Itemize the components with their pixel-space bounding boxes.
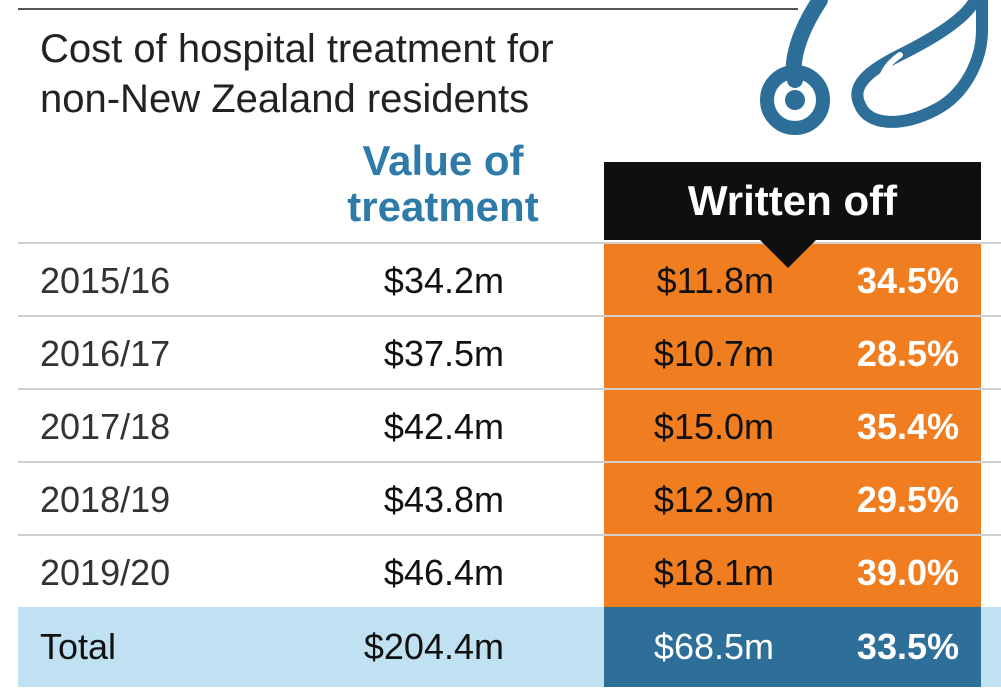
- chart-title: Cost of hospital treatment for non-New Ze…: [40, 27, 554, 121]
- percent-cell: 34.5%: [856, 260, 959, 301]
- table-row: 2019/20 $46.4m $18.1m 39.0%: [18, 534, 1001, 609]
- year-cell: 2015/16: [40, 260, 171, 301]
- year-cell: 2019/20: [40, 552, 171, 593]
- table-row: 2015/16 $34.2m $11.8m 34.5%: [18, 242, 1001, 317]
- written-off-cell: $10.7m: [653, 333, 774, 374]
- total-row: Total $204.4m $68.5m 33.5%: [18, 607, 1001, 687]
- year-cell: 2017/18: [40, 406, 171, 447]
- written-off-cell-bg: [604, 317, 981, 390]
- year-cell: 2018/19: [40, 479, 171, 520]
- written-off-cell: $18.1m: [653, 552, 774, 593]
- written-off-cell: $11.8m: [656, 260, 774, 301]
- written-off-pointer: [758, 238, 818, 268]
- total-written-off-cell: $68.5m: [653, 626, 774, 667]
- value-cell: $37.5m: [383, 333, 504, 374]
- written-off-cell-bg: [604, 536, 981, 609]
- written-off-cell: $12.9m: [653, 479, 774, 520]
- value-cell: $42.4m: [383, 406, 504, 447]
- written-off-cell-bg: [604, 390, 981, 463]
- percent-cell: 35.4%: [856, 406, 959, 447]
- percent-cell: 29.5%: [856, 479, 959, 520]
- value-cell: $46.4m: [383, 552, 504, 593]
- total-written-off-cell-bg: [604, 607, 981, 687]
- written-off-cell: $15.0m: [653, 406, 774, 447]
- written-off-cell-bg: [604, 463, 981, 536]
- year-cell: 2016/17: [40, 333, 171, 374]
- percent-cell: 39.0%: [856, 552, 959, 593]
- value-cell: $34.2m: [383, 260, 504, 301]
- top-rule: [18, 8, 798, 10]
- table-row: 2016/17 $37.5m $10.7m 28.5%: [18, 315, 1001, 390]
- stethoscope-icon: [760, 0, 988, 135]
- table-row: 2018/19 $43.8m $12.9m 29.5%: [18, 461, 1001, 536]
- value-of-treatment-header: Value of treatment: [347, 137, 539, 230]
- written-off-header: Written off: [604, 162, 981, 240]
- total-label: Total: [40, 626, 117, 667]
- table-row: 2017/18 $42.4m $15.0m 35.4%: [18, 388, 1001, 463]
- total-percent-cell: 33.5%: [856, 626, 959, 667]
- written-off-header-label: Written off: [687, 177, 898, 224]
- total-value-cell: $204.4m: [363, 626, 504, 667]
- value-cell: $43.8m: [383, 479, 504, 520]
- percent-cell: 28.5%: [856, 333, 959, 374]
